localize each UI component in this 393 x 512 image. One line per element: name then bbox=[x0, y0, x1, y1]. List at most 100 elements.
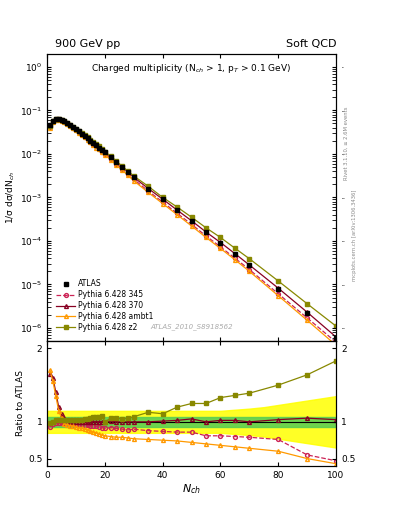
Pythia 6.428 z2 bbox=[126, 168, 130, 174]
Pythia 6.428 345 bbox=[100, 149, 105, 155]
Pythia 6.428 370 bbox=[88, 138, 93, 144]
Pythia 6.428 z2 bbox=[74, 125, 79, 132]
Pythia 6.428 370 bbox=[79, 131, 84, 137]
Pythia 6.428 345 bbox=[59, 117, 64, 123]
ATLAS bbox=[79, 131, 84, 137]
Pythia 6.428 345 bbox=[56, 116, 61, 122]
Pythia 6.428 ambt1 bbox=[79, 132, 84, 138]
Pythia 6.428 ambt1 bbox=[53, 117, 58, 123]
Pythia 6.428 ambt1 bbox=[74, 127, 79, 133]
Pythia 6.428 z2 bbox=[53, 116, 58, 122]
Pythia 6.428 370 bbox=[100, 147, 105, 154]
Pythia 6.428 370 bbox=[175, 207, 180, 213]
Pythia 6.428 ambt1 bbox=[189, 223, 194, 229]
Pythia 6.428 370 bbox=[204, 229, 208, 235]
Pythia 6.428 z2 bbox=[83, 132, 87, 138]
Text: ATLAS_2010_S8918562: ATLAS_2010_S8918562 bbox=[150, 323, 233, 330]
Pythia 6.428 ambt1 bbox=[334, 342, 338, 348]
ATLAS bbox=[91, 140, 96, 146]
Pythia 6.428 345 bbox=[305, 315, 310, 321]
Pythia 6.428 z2 bbox=[59, 117, 64, 123]
Pythia 6.428 370 bbox=[56, 116, 61, 122]
Pythia 6.428 370 bbox=[305, 309, 310, 315]
Pythia 6.428 ambt1 bbox=[276, 293, 281, 299]
Pythia 6.428 ambt1 bbox=[160, 201, 165, 207]
Pythia 6.428 z2 bbox=[79, 130, 84, 136]
Pythia 6.428 370 bbox=[51, 118, 55, 124]
ATLAS bbox=[126, 169, 130, 175]
Text: mcplots.cern.ch [arXiv:1306.3436]: mcplots.cern.ch [arXiv:1306.3436] bbox=[352, 190, 357, 281]
Pythia 6.428 345 bbox=[62, 119, 67, 125]
Pythia 6.428 ambt1 bbox=[51, 119, 55, 125]
ATLAS bbox=[53, 116, 58, 122]
Pythia 6.428 370 bbox=[68, 122, 73, 128]
ATLAS bbox=[100, 147, 105, 154]
Pythia 6.428 ambt1 bbox=[56, 117, 61, 123]
Pythia 6.428 ambt1 bbox=[91, 142, 96, 148]
Pythia 6.428 370 bbox=[120, 164, 125, 170]
ATLAS bbox=[160, 196, 165, 202]
ATLAS bbox=[276, 286, 281, 292]
Pythia 6.428 370 bbox=[74, 126, 79, 132]
Text: Rivet 3.1.10, ≥ 2.6M events: Rivet 3.1.10, ≥ 2.6M events bbox=[344, 106, 349, 180]
ATLAS bbox=[189, 219, 194, 225]
ATLAS bbox=[74, 126, 79, 132]
Pythia 6.428 345 bbox=[108, 156, 113, 162]
ATLAS bbox=[334, 334, 338, 340]
Pythia 6.428 z2 bbox=[132, 173, 136, 179]
Pythia 6.428 345 bbox=[88, 139, 93, 145]
Text: Charged multiplicity (N$_{ch}$ > 1, p$_T$ > 0.1 GeV): Charged multiplicity (N$_{ch}$ > 1, p$_T… bbox=[92, 62, 292, 75]
Pythia 6.428 370 bbox=[48, 123, 52, 130]
Pythia 6.428 ambt1 bbox=[59, 118, 64, 124]
ATLAS bbox=[56, 116, 61, 122]
Pythia 6.428 z2 bbox=[51, 118, 55, 124]
Pythia 6.428 345 bbox=[247, 266, 252, 272]
Pythia 6.428 345 bbox=[65, 120, 70, 126]
Pythia 6.428 z2 bbox=[305, 301, 310, 307]
Pythia 6.428 ambt1 bbox=[305, 317, 310, 324]
Pythia 6.428 ambt1 bbox=[175, 211, 180, 218]
Pythia 6.428 z2 bbox=[94, 141, 99, 147]
Pythia 6.428 ambt1 bbox=[77, 130, 81, 136]
Pythia 6.428 370 bbox=[146, 185, 151, 191]
Pythia 6.428 370 bbox=[276, 285, 281, 291]
ATLAS bbox=[218, 240, 223, 246]
Line: Pythia 6.428 ambt1: Pythia 6.428 ambt1 bbox=[48, 118, 338, 347]
Pythia 6.428 ambt1 bbox=[132, 178, 136, 184]
Pythia 6.428 ambt1 bbox=[88, 139, 93, 145]
Pythia 6.428 345 bbox=[97, 146, 101, 152]
Pythia 6.428 345 bbox=[189, 221, 194, 227]
Pythia 6.428 370 bbox=[77, 128, 81, 134]
Pythia 6.428 370 bbox=[71, 124, 75, 130]
Pythia 6.428 345 bbox=[74, 126, 79, 133]
Y-axis label: Ratio to ATLAS: Ratio to ATLAS bbox=[16, 371, 25, 436]
Pythia 6.428 370 bbox=[160, 196, 165, 202]
Pythia 6.428 z2 bbox=[233, 245, 237, 251]
Pythia 6.428 345 bbox=[132, 176, 136, 182]
Pythia 6.428 370 bbox=[247, 262, 252, 268]
Pythia 6.428 345 bbox=[233, 255, 237, 261]
ATLAS bbox=[120, 164, 125, 170]
Pythia 6.428 345 bbox=[91, 141, 96, 147]
Pythia 6.428 z2 bbox=[175, 204, 180, 210]
Pythia 6.428 370 bbox=[132, 174, 136, 180]
Pythia 6.428 ambt1 bbox=[85, 137, 90, 143]
Pythia 6.428 z2 bbox=[62, 118, 67, 124]
Pythia 6.428 345 bbox=[79, 132, 84, 138]
Pythia 6.428 345 bbox=[120, 166, 125, 172]
Pythia 6.428 345 bbox=[103, 151, 107, 157]
Pythia 6.428 370 bbox=[59, 117, 64, 123]
ATLAS bbox=[247, 262, 252, 268]
Pythia 6.428 370 bbox=[53, 116, 58, 122]
Pythia 6.428 z2 bbox=[97, 143, 101, 150]
Pythia 6.428 z2 bbox=[68, 121, 73, 127]
Pythia 6.428 z2 bbox=[204, 225, 208, 231]
Pythia 6.428 370 bbox=[334, 334, 338, 340]
Pythia 6.428 370 bbox=[62, 118, 67, 124]
Pythia 6.428 370 bbox=[233, 250, 237, 257]
Legend: ATLAS, Pythia 6.428 345, Pythia 6.428 370, Pythia 6.428 ambt1, Pythia 6.428 z2: ATLAS, Pythia 6.428 345, Pythia 6.428 37… bbox=[54, 277, 156, 334]
Pythia 6.428 z2 bbox=[85, 134, 90, 140]
Pythia 6.428 345 bbox=[218, 244, 223, 250]
Pythia 6.428 ambt1 bbox=[97, 146, 101, 152]
Text: 900 GeV pp: 900 GeV pp bbox=[55, 38, 120, 49]
